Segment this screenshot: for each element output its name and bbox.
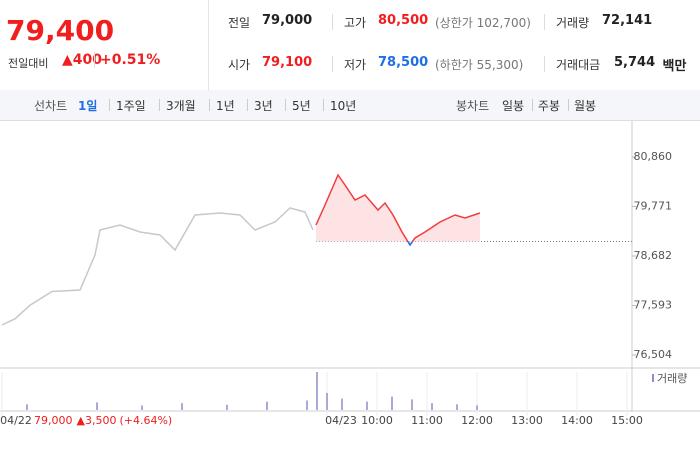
divider: [323, 99, 324, 111]
price-area: [316, 175, 480, 242]
tab[interactable]: 3년: [254, 99, 273, 113]
x-tick-label: 14:00: [561, 414, 593, 427]
volume-bar: [96, 402, 98, 410]
stat-label: 거래대금: [556, 58, 601, 72]
tab[interactable]: 1일: [78, 99, 98, 113]
x-tick-label: 04/22: [0, 414, 32, 427]
divider: [159, 99, 160, 111]
price-line: [315, 173, 481, 242]
price-line: [1, 207, 314, 326]
y-tick-label: 77,593: [634, 299, 673, 312]
volume-bar: [326, 392, 328, 410]
stat-value: 72,141: [602, 13, 653, 28]
legend-swatch: [652, 374, 654, 382]
volume-bar: [411, 399, 413, 410]
y-tick-label: 76,504: [634, 348, 673, 361]
volume-bar: [306, 400, 308, 410]
note-part: ▲: [77, 414, 86, 427]
note-part: 3,500: [85, 414, 117, 427]
tab[interactable]: 월봉: [574, 99, 597, 113]
volume-bar: [266, 401, 268, 410]
volume-bar: [341, 398, 343, 410]
tab[interactable]: 1년: [216, 99, 235, 113]
tab-bar: [0, 90, 700, 121]
divider: [94, 52, 95, 68]
stat-label: 거래량: [556, 16, 590, 30]
note-part: 79,000: [34, 414, 73, 427]
volume-bar: [476, 405, 478, 410]
divider: [568, 99, 569, 111]
y-tick-label: 80,860: [634, 150, 673, 163]
x-tick-label: 13:00: [511, 414, 543, 427]
tab-group-label: 선차트: [34, 99, 68, 113]
stat-note: (하한가 55,300): [435, 58, 524, 72]
volume-bar: [141, 405, 143, 410]
change: ▲400: [62, 52, 103, 68]
stat-value: 5,744: [614, 55, 656, 70]
stat-unit: 백만: [662, 59, 687, 74]
change-value: 400: [72, 52, 103, 68]
volume-bar: [456, 404, 458, 410]
divider: [332, 14, 333, 30]
volume-bar: [226, 404, 228, 410]
tab-group-label: 봉차트: [456, 99, 490, 113]
stat-note: (상한가 102,700): [435, 16, 531, 30]
stat-label: 고가: [344, 16, 367, 30]
volume-bar: [316, 372, 318, 410]
legend-label: 거래량: [657, 372, 687, 385]
volume-bar: [26, 404, 28, 410]
change-label: 전일대비: [8, 57, 49, 70]
x-tick-label: 15:00: [611, 414, 643, 427]
prev-day-note: 79,000 ▲3,500 (+4.64%): [34, 414, 172, 427]
x-tick-label: 04/23: [325, 414, 357, 427]
stat-label: 시가: [228, 58, 251, 72]
divider: [247, 99, 248, 111]
divider: [109, 99, 110, 111]
volume-bar: [391, 396, 393, 410]
volume-bar: [181, 403, 183, 410]
tab[interactable]: 일봉: [502, 99, 525, 113]
divider: [532, 99, 533, 111]
x-tick-label: 11:00: [411, 414, 443, 427]
tab[interactable]: 5년: [292, 99, 311, 113]
divider: [544, 14, 545, 30]
x-tick-label: 12:00: [461, 414, 493, 427]
tab[interactable]: 주봉: [538, 99, 561, 113]
note-part: (+4.64%): [119, 414, 172, 427]
volume-bar: [366, 401, 368, 410]
tab[interactable]: 10년: [330, 99, 357, 113]
volume-bar: [431, 403, 433, 410]
stat-label: 전일: [228, 16, 251, 30]
stat-value: 79,100: [262, 55, 313, 70]
divider: [544, 56, 545, 72]
y-tick-label: 78,682: [634, 249, 673, 262]
price: 79,400: [6, 14, 115, 47]
tab[interactable]: 3개월: [166, 99, 196, 113]
stat-value: 80,500: [378, 13, 429, 28]
header: [0, 0, 700, 91]
divider: [285, 99, 286, 111]
stat-label: 저가: [344, 58, 367, 72]
divider: [332, 56, 333, 72]
stat-value: 78,500: [378, 55, 429, 70]
stat-value: 79,000: [262, 13, 313, 28]
y-tick-label: 79,771: [634, 200, 673, 213]
change-pct: +0.51%: [100, 52, 161, 68]
x-tick-label: 10:00: [361, 414, 393, 427]
divider: [209, 99, 210, 111]
divider: [208, 0, 209, 90]
tab[interactable]: 1주일: [116, 99, 146, 113]
